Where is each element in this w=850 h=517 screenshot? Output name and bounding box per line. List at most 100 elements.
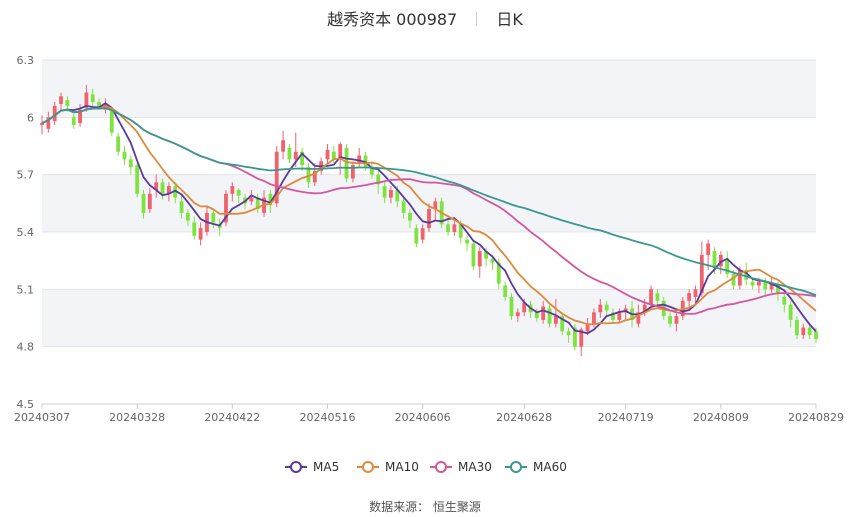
- candle-body: [541, 306, 546, 320]
- candle-body: [350, 165, 355, 179]
- candle-body: [617, 312, 622, 320]
- candle-body: [122, 151, 127, 160]
- y-tick-label: 5.7: [17, 169, 35, 182]
- stock-name-code: 越秀资本 000987: [327, 10, 458, 29]
- ma5-line: [41, 102, 817, 335]
- plot-band: [42, 289, 816, 347]
- candle-body: [401, 201, 406, 213]
- x-tick-label: 20240422: [204, 411, 260, 424]
- candle-body: [312, 170, 317, 183]
- candle-body: [40, 123, 44, 125]
- legend-marker: [435, 461, 447, 473]
- candle-body: [776, 285, 780, 294]
- candle-body: [788, 304, 793, 320]
- candle-body: [287, 147, 292, 160]
- source-value: 恒生聚源: [432, 500, 481, 514]
- candle-body: [236, 189, 241, 196]
- candle-body: [592, 312, 596, 324]
- candle-body: [604, 304, 609, 311]
- candle-body: [737, 270, 742, 286]
- candle-body: [160, 182, 165, 194]
- x-tick-label: 20240628: [496, 411, 552, 424]
- ma10-line: [41, 105, 817, 326]
- candle-body: [814, 331, 818, 340]
- candle-body: [534, 312, 539, 318]
- x-tick-label: 20240516: [299, 411, 355, 424]
- candle-body: [249, 197, 254, 202]
- candle-body: [331, 151, 336, 160]
- candle-body: [699, 254, 704, 294]
- ma60-line: [41, 107, 817, 297]
- candle-body: [300, 151, 305, 166]
- legend-label: MA30: [458, 460, 492, 474]
- moving-average-lines: [41, 102, 817, 335]
- x-tick-label: 20240307: [14, 411, 70, 424]
- candle-body: [642, 304, 647, 313]
- candle-body: [198, 228, 203, 240]
- candle-body: [395, 189, 400, 202]
- x-tick-label: 20240606: [395, 411, 451, 424]
- legend-marker: [290, 461, 302, 473]
- candle-body: [281, 140, 285, 152]
- candle-body: [547, 308, 552, 324]
- y-axis: 6.3 6 5.7 5.4 5.1 4.8 4.5: [17, 54, 35, 411]
- candle-body: [496, 262, 501, 284]
- candle-body: [408, 212, 412, 221]
- candle-body: [97, 102, 102, 108]
- candle-body: [344, 147, 349, 179]
- candle-body: [154, 182, 159, 190]
- candle-body: [484, 251, 489, 259]
- candle-body: [224, 193, 228, 223]
- y-tick-label: 4.5: [17, 398, 35, 411]
- candle-body: [166, 186, 171, 194]
- candle-body: [795, 319, 799, 336]
- candle-body: [725, 258, 730, 275]
- candle-body: [446, 224, 450, 232]
- candle-body: [465, 239, 469, 244]
- candle-body: [78, 109, 82, 124]
- candle-body: [611, 312, 615, 320]
- x-tick-label: 20240809: [693, 411, 749, 424]
- candle-body: [566, 331, 571, 336]
- candle-body: [369, 167, 374, 175]
- candle-body: [522, 302, 527, 313]
- candle-body: [458, 224, 463, 238]
- candle-body: [668, 316, 672, 324]
- candle-body: [509, 296, 514, 317]
- period-label: 日K: [496, 10, 523, 29]
- candle-body: [427, 209, 431, 229]
- x-tick-label: 20240719: [598, 411, 654, 424]
- x-tick-label: 20240829: [788, 411, 844, 424]
- candle-body: [268, 193, 273, 206]
- candle-body: [128, 159, 133, 168]
- candle-body: [598, 304, 603, 313]
- y-tick-label: 5.1: [17, 283, 35, 296]
- candle-body: [414, 228, 419, 244]
- x-tick-label: 20240328: [109, 411, 165, 424]
- candle-body: [306, 167, 311, 183]
- candle-body: [636, 312, 641, 324]
- candle-body: [579, 329, 584, 347]
- candle-body: [141, 193, 146, 213]
- y-tick-label: 5.4: [17, 226, 35, 239]
- candle-body: [52, 105, 57, 122]
- candle-body: [71, 117, 76, 125]
- candle-body: [255, 197, 260, 210]
- candle-body: [135, 165, 140, 194]
- candle-body: [211, 212, 216, 223]
- candle-body: [585, 323, 590, 332]
- chart-title: 越秀资本 000987 日K: [0, 6, 850, 30]
- candle-body: [230, 186, 235, 194]
- candle-body: [186, 212, 190, 221]
- candle-body: [782, 296, 787, 305]
- candle-body: [490, 258, 495, 263]
- candle-body: [655, 293, 660, 301]
- candle-body: [90, 94, 95, 103]
- candle-body: [325, 149, 330, 160]
- candle-body: [693, 289, 698, 297]
- candle-body: [801, 327, 806, 336]
- candle-body: [718, 254, 723, 267]
- candle-body: [46, 117, 51, 129]
- legend-label: MA5: [313, 460, 339, 474]
